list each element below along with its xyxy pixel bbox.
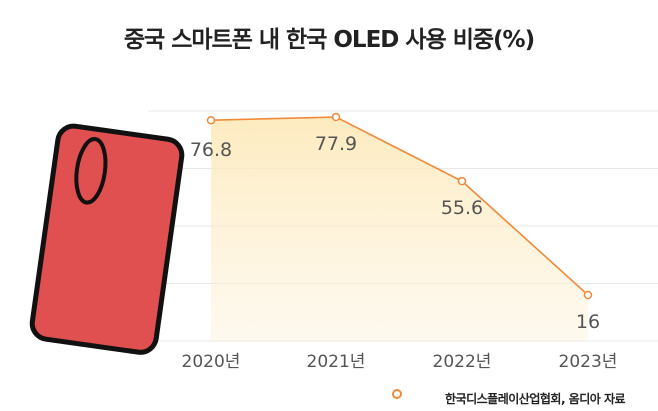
camera-icon [74, 137, 108, 205]
x-tick-label: 2023년 [559, 352, 618, 372]
chart-title: 중국 스마트폰 내 한국 OLED 사용 비중(%) [123, 27, 535, 53]
legend-marker [392, 389, 402, 399]
x-tick-label: 2022년 [433, 352, 492, 372]
data-label: 76.8 [190, 139, 232, 161]
x-tick-label: 2020년 [182, 352, 241, 372]
legend-label: 한국디스플레이산업협회, 옴디아 자료 [445, 392, 626, 406]
series-line [210, 116, 589, 296]
data-label: 16 [576, 311, 600, 333]
phone-illustration [29, 123, 185, 355]
legend-source: 한국디스플레이산업협회, 옴디아 자료 [445, 390, 626, 407]
data-point [331, 112, 341, 122]
data-label: 55.6 [441, 197, 483, 219]
area-fill [211, 117, 588, 341]
phone-icon [29, 123, 185, 355]
data-label: 77.9 [315, 133, 357, 155]
data-point [457, 176, 467, 186]
data-point [206, 115, 216, 125]
data-point [583, 290, 593, 300]
x-tick-label: 2021년 [307, 352, 366, 372]
